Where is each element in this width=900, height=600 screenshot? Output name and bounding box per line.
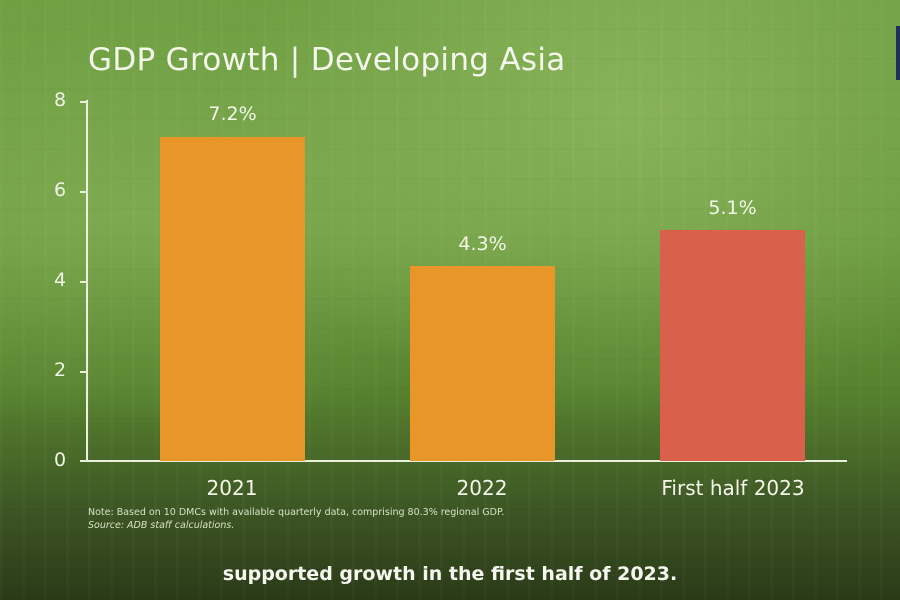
bar-value-label: 7.2% <box>208 103 257 125</box>
y-tick <box>80 281 88 283</box>
chart-title: GDP Growth | Developing Asia <box>88 42 566 78</box>
bar-2022 <box>410 266 555 461</box>
note-text: Note: Based on 10 DMCs with available qu… <box>88 507 505 518</box>
y-tick-label: 8 <box>53 89 67 111</box>
y-tick <box>80 191 88 193</box>
x-axis <box>80 460 847 462</box>
bar-value-label: 5.1% <box>708 197 757 219</box>
y-tick-label: 6 <box>53 179 67 201</box>
y-tick <box>80 101 88 103</box>
video-caption: supported growth in the first half of 20… <box>222 563 678 585</box>
y-tick-label: 0 <box>53 449 67 471</box>
bar-first-half-2023 <box>660 230 805 461</box>
x-category-label: 2021 <box>206 476 258 500</box>
y-tick <box>80 371 88 373</box>
bar-2021 <box>160 137 305 461</box>
chart-note: Note: Based on 10 DMCs with available qu… <box>88 506 504 532</box>
y-tick-label: 4 <box>53 269 67 291</box>
source-text: Source: ADB staff calculations. <box>88 520 235 531</box>
x-category-label: First half 2023 <box>661 476 805 500</box>
bar-value-label: 4.3% <box>458 233 507 255</box>
y-tick-label: 2 <box>53 359 67 381</box>
x-category-label: 2022 <box>456 476 508 500</box>
corner-tab <box>896 26 900 80</box>
